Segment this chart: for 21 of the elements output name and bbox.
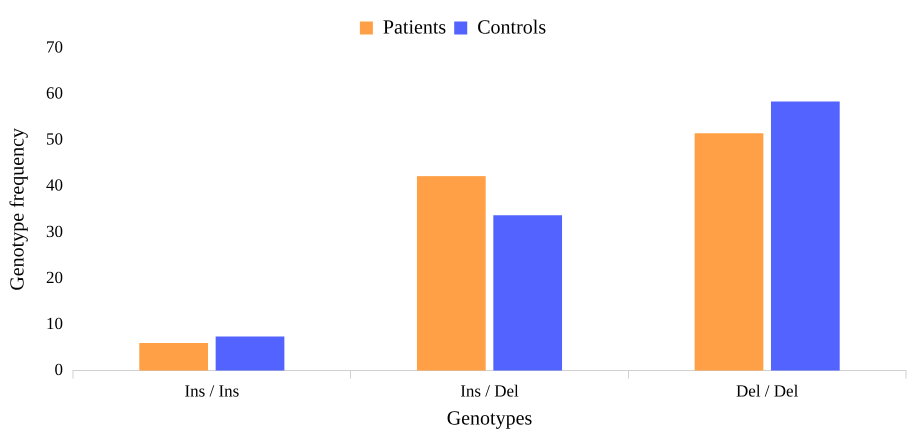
y-tick-label: 30 [46, 222, 63, 241]
y-tick-label: 60 [46, 84, 63, 103]
y-tick-label: 40 [46, 176, 63, 195]
bar [493, 215, 562, 371]
y-axis-title: Genotype frequency [6, 128, 28, 291]
x-tick-label: Del / Del [736, 381, 799, 400]
y-tick-label: 50 [46, 130, 63, 149]
bar [416, 176, 486, 371]
bar [139, 342, 208, 371]
legend-label: Patients [382, 16, 446, 38]
y-tick-label: 10 [46, 314, 63, 333]
y-tick-label: 0 [54, 360, 63, 380]
bar [770, 101, 840, 371]
y-tick-label: 70 [46, 37, 63, 56]
bar [216, 336, 284, 371]
y-tick-label: 20 [46, 268, 63, 287]
x-tick-label: Ins / Ins [184, 381, 240, 400]
bar [694, 133, 764, 371]
x-tick-label: Ins / Del [460, 381, 520, 400]
legend-label: Controls [477, 16, 546, 38]
x-axis-title: Genotypes [446, 407, 532, 430]
